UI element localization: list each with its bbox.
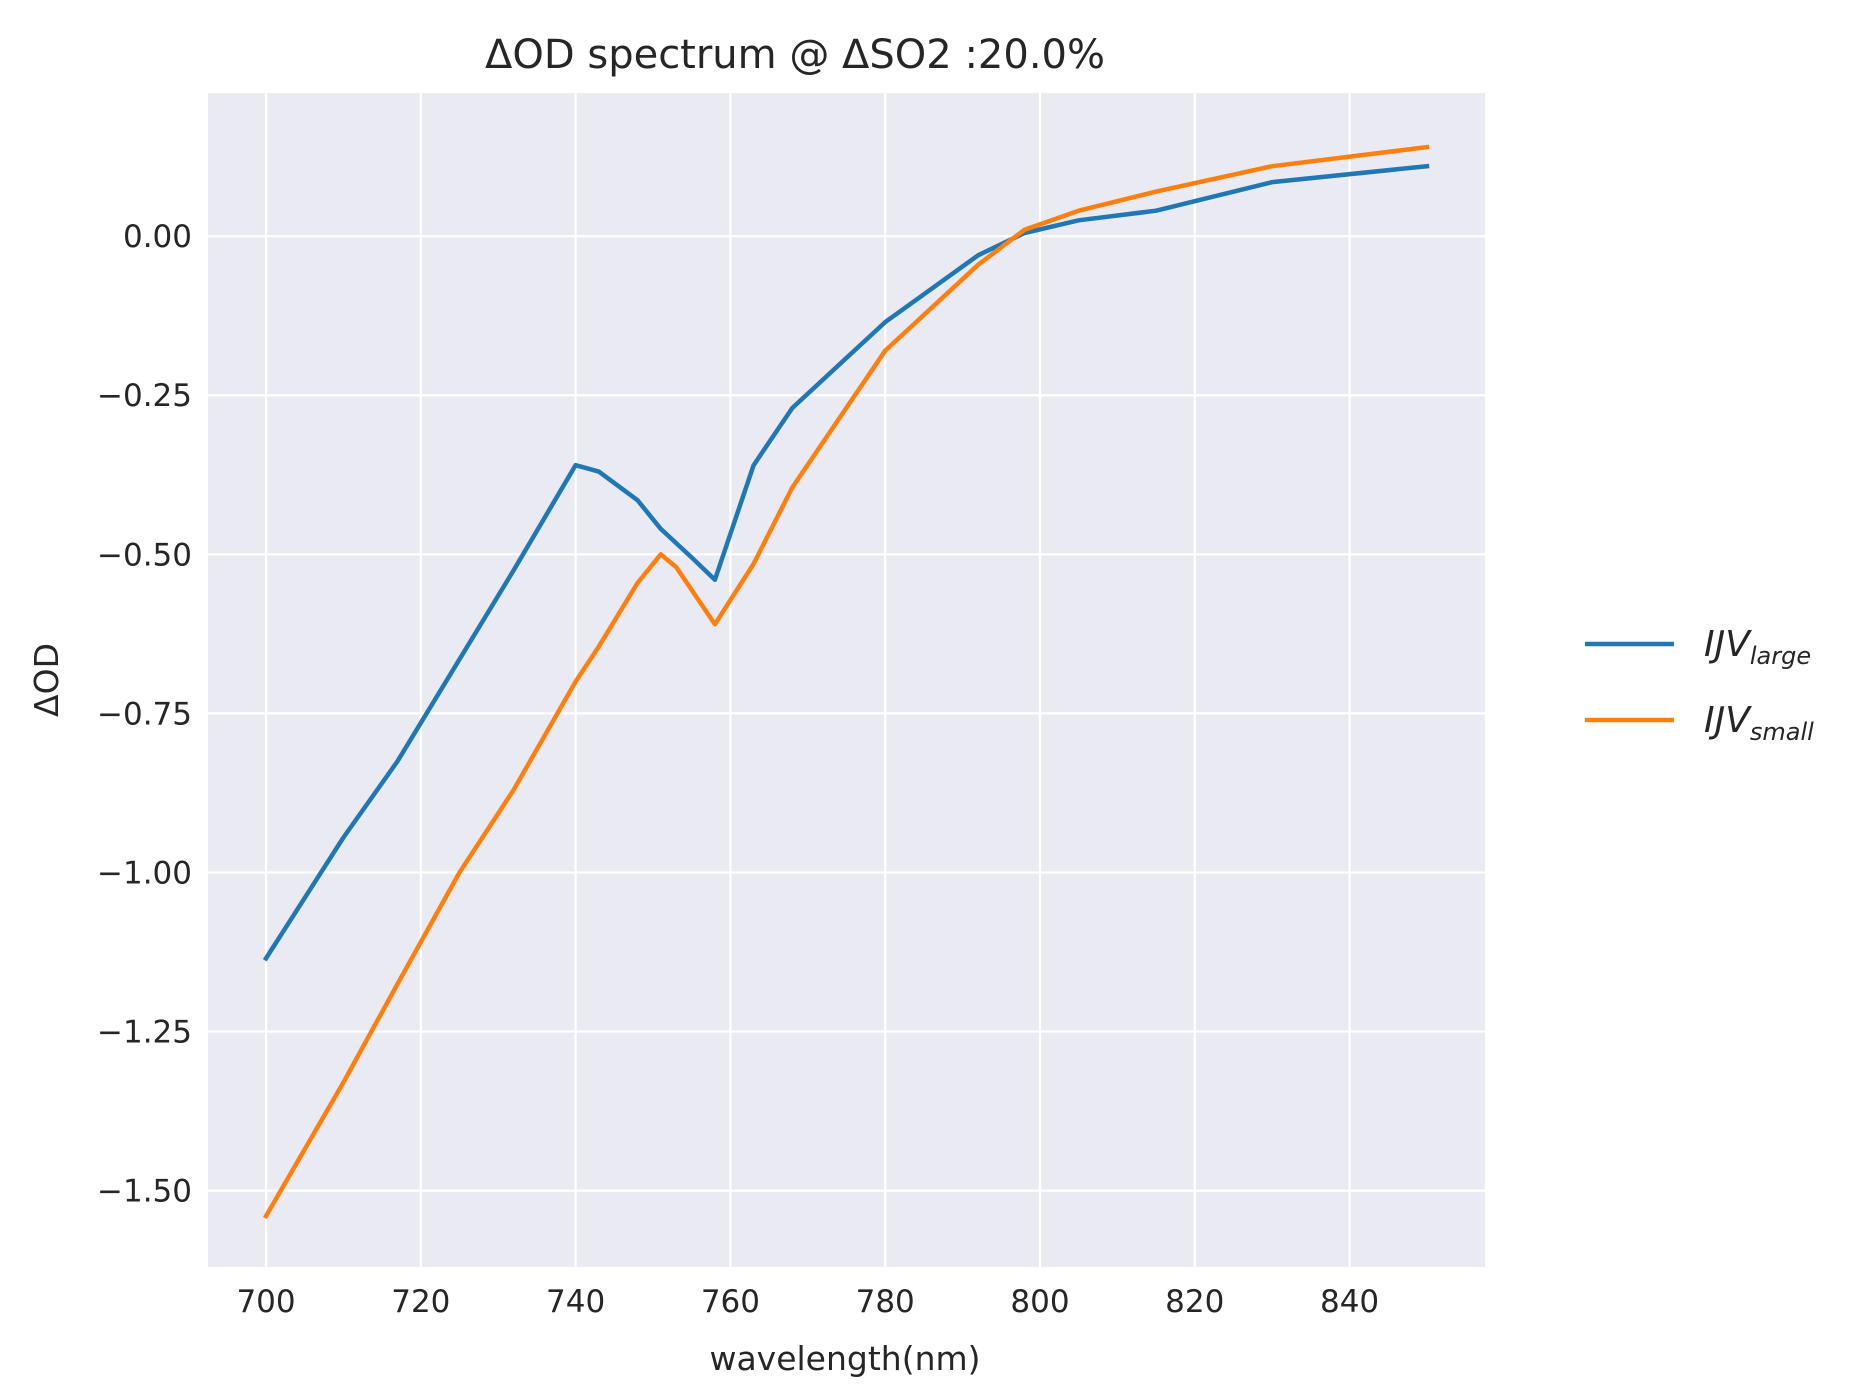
y-tick-label: −0.75	[97, 696, 192, 732]
x-tick-label: 820	[1165, 1284, 1224, 1320]
series-line-small	[262, 144, 1430, 1220]
y-tick-label: −1.00	[97, 855, 192, 891]
y-tick-label: −1.50	[97, 1174, 192, 1210]
legend-label: IJVsmall	[1704, 700, 1814, 746]
series-line-large	[262, 163, 1430, 962]
y-axis-label: ΔOD	[27, 643, 66, 717]
x-axis-label: wavelength(nm)	[709, 1339, 980, 1378]
legend: IJVlarge IJVsmall	[1585, 624, 1814, 746]
grid-lines	[208, 93, 1485, 1267]
series-layer	[262, 144, 1430, 1220]
legend-label: IJVlarge	[1704, 624, 1811, 670]
legend-item-small: IJVsmall	[1585, 700, 1814, 746]
x-tick-label: 700	[236, 1284, 295, 1320]
x-tick-label: 740	[546, 1284, 605, 1320]
y-tick-label: 0.00	[123, 219, 192, 255]
x-tick-label: 760	[701, 1284, 760, 1320]
x-tick-label: 840	[1320, 1284, 1379, 1320]
plot-area	[208, 93, 1485, 1267]
x-tick-label: 720	[391, 1284, 450, 1320]
y-tick-label: −1.25	[97, 1015, 192, 1051]
x-tick-label: 780	[856, 1284, 915, 1320]
y-tick-labels: 0.00 −0.25 −0.50 −0.75 −1.00 −1.25 −1.50	[97, 219, 192, 1209]
chart-title: ΔOD spectrum @ ΔSO2 :20.0%	[485, 32, 1105, 78]
x-tick-labels: 700 720 740 760 780 800 820 840	[236, 1284, 1379, 1320]
y-tick-label: −0.50	[97, 537, 192, 573]
y-tick-label: −0.25	[97, 378, 192, 414]
legend-item-large: IJVlarge	[1585, 624, 1811, 670]
x-tick-label: 800	[1010, 1284, 1069, 1320]
